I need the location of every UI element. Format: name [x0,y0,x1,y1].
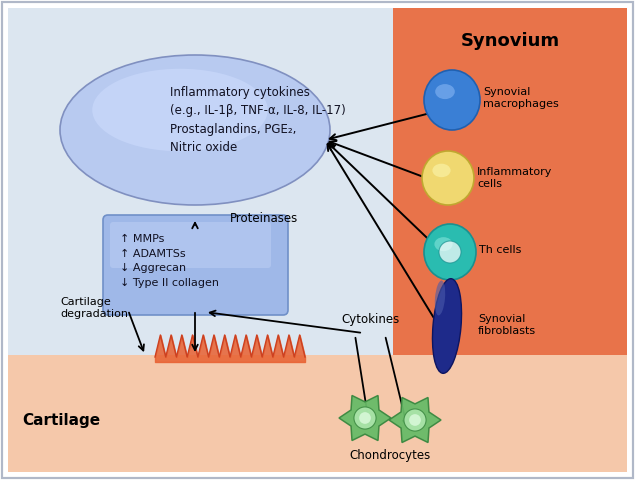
FancyBboxPatch shape [103,215,288,315]
Ellipse shape [424,70,480,130]
Text: Synovial
macrophages: Synovial macrophages [483,87,559,109]
Ellipse shape [435,281,445,315]
Ellipse shape [424,224,476,280]
Text: Cytokines: Cytokines [341,313,399,326]
Text: ↑ MMPs
↑ ADAMTSs
↓ Aggrecan
↓ Type II collagen: ↑ MMPs ↑ ADAMTSs ↓ Aggrecan ↓ Type II co… [120,234,219,288]
Ellipse shape [422,151,474,205]
Text: Chondrocytes: Chondrocytes [349,448,431,461]
Text: Cartilage: Cartilage [22,412,100,428]
Polygon shape [339,396,391,441]
Text: Synovial
fibroblasts: Synovial fibroblasts [478,314,536,336]
Ellipse shape [435,84,455,99]
Text: Proteinases: Proteinases [230,212,298,225]
Ellipse shape [409,414,421,426]
Ellipse shape [434,237,453,251]
Ellipse shape [432,164,451,177]
Bar [8,8,393,472]
Ellipse shape [404,409,426,431]
Text: Inflammatory
cells: Inflammatory cells [477,167,552,189]
Ellipse shape [92,69,268,151]
Text: Th cells: Th cells [479,245,521,255]
Bar [8,355,627,472]
Ellipse shape [60,55,330,205]
Bar [393,8,627,472]
Ellipse shape [432,279,462,373]
Text: Synovium: Synovium [460,32,559,50]
FancyBboxPatch shape [110,222,271,268]
Text: Inflammatory cytokines
(e.g., IL-1β, TNF-α, IL-8, IL-17)
Prostaglandins, PGE₂,
N: Inflammatory cytokines (e.g., IL-1β, TNF… [170,86,345,154]
Ellipse shape [439,241,461,263]
Ellipse shape [359,412,371,424]
Text: Cartilage
degradation: Cartilage degradation [60,297,128,319]
Ellipse shape [354,407,376,429]
Polygon shape [389,397,441,443]
